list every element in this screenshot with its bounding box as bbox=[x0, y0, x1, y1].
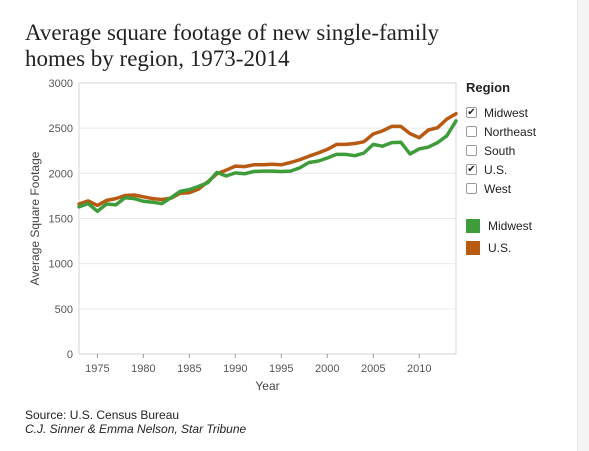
filter-item-midwest[interactable]: ✔ Midwest bbox=[466, 103, 574, 122]
x-axis-label: Year bbox=[255, 379, 279, 393]
y-tick-label: 1000 bbox=[49, 259, 73, 271]
x-tick-label: 1990 bbox=[223, 363, 247, 375]
chart-title: Average square footage of new single-fam… bbox=[25, 20, 440, 71]
legend-title: Region bbox=[466, 80, 511, 95]
x-tick-label: 2010 bbox=[407, 363, 431, 375]
y-axis-label: Average Square Footage bbox=[28, 151, 42, 285]
source-note: Source: U.S. Census Bureau C.J. Sinner &… bbox=[25, 408, 246, 436]
source-text: Source: U.S. Census Bureau bbox=[25, 408, 180, 422]
x-tick-label: 1995 bbox=[269, 363, 293, 375]
filter-item-south[interactable]: South bbox=[466, 141, 574, 160]
checkbox-northeast[interactable] bbox=[466, 126, 477, 137]
filter-item-northeast[interactable]: Northeast bbox=[466, 122, 574, 141]
y-tick-label: 3000 bbox=[49, 78, 73, 90]
series-line-us bbox=[77, 111, 458, 208]
color-legend-item-us: U.S. bbox=[466, 237, 574, 259]
checkbox-south[interactable] bbox=[466, 145, 477, 156]
x-tick-label: 1985 bbox=[177, 363, 201, 375]
color-legend-item-midwest: Midwest bbox=[466, 215, 574, 237]
color-legend: Midwest U.S. bbox=[466, 215, 574, 259]
region-filter: ✔ Midwest Northeast South ✔ U.S. West bbox=[466, 103, 574, 198]
x-tick-label: 1980 bbox=[131, 363, 155, 375]
series-line-midwest bbox=[77, 119, 458, 214]
scrollbar-track[interactable] bbox=[577, 0, 589, 451]
filter-item-west[interactable]: West bbox=[466, 179, 574, 198]
filter-label-west: West bbox=[484, 181, 512, 196]
checkbox-west[interactable] bbox=[466, 183, 477, 194]
x-tick-label: 1975 bbox=[85, 363, 109, 375]
x-tick-label: 2005 bbox=[361, 363, 385, 375]
filter-label-northeast: Northeast bbox=[484, 124, 537, 139]
filter-label-south: South bbox=[484, 143, 516, 158]
swatch-midwest bbox=[466, 219, 480, 233]
y-tick-label: 2000 bbox=[49, 168, 73, 180]
checkbox-midwest[interactable]: ✔ bbox=[466, 106, 477, 118]
checkbox-us[interactable]: ✔ bbox=[466, 163, 477, 175]
y-tick-label: 1500 bbox=[49, 214, 73, 226]
credit-text: C.J. Sinner & Emma Nelson, Star Tribune bbox=[25, 422, 247, 436]
x-tick-label: 2000 bbox=[315, 363, 339, 375]
filter-label-midwest: Midwest bbox=[484, 105, 529, 120]
color-legend-label-midwest: Midwest bbox=[488, 219, 533, 233]
color-legend-label-us: U.S. bbox=[488, 241, 512, 255]
filter-label-us: U.S. bbox=[484, 162, 508, 177]
y-tick-label: 500 bbox=[55, 304, 73, 316]
y-tick-label: 2500 bbox=[49, 123, 73, 135]
legend: Region ✔ Midwest Northeast South ✔ U.S. … bbox=[466, 80, 574, 259]
filter-item-us[interactable]: ✔ U.S. bbox=[466, 160, 574, 179]
y-tick-label: 0 bbox=[67, 349, 73, 361]
swatch-us bbox=[466, 241, 480, 255]
